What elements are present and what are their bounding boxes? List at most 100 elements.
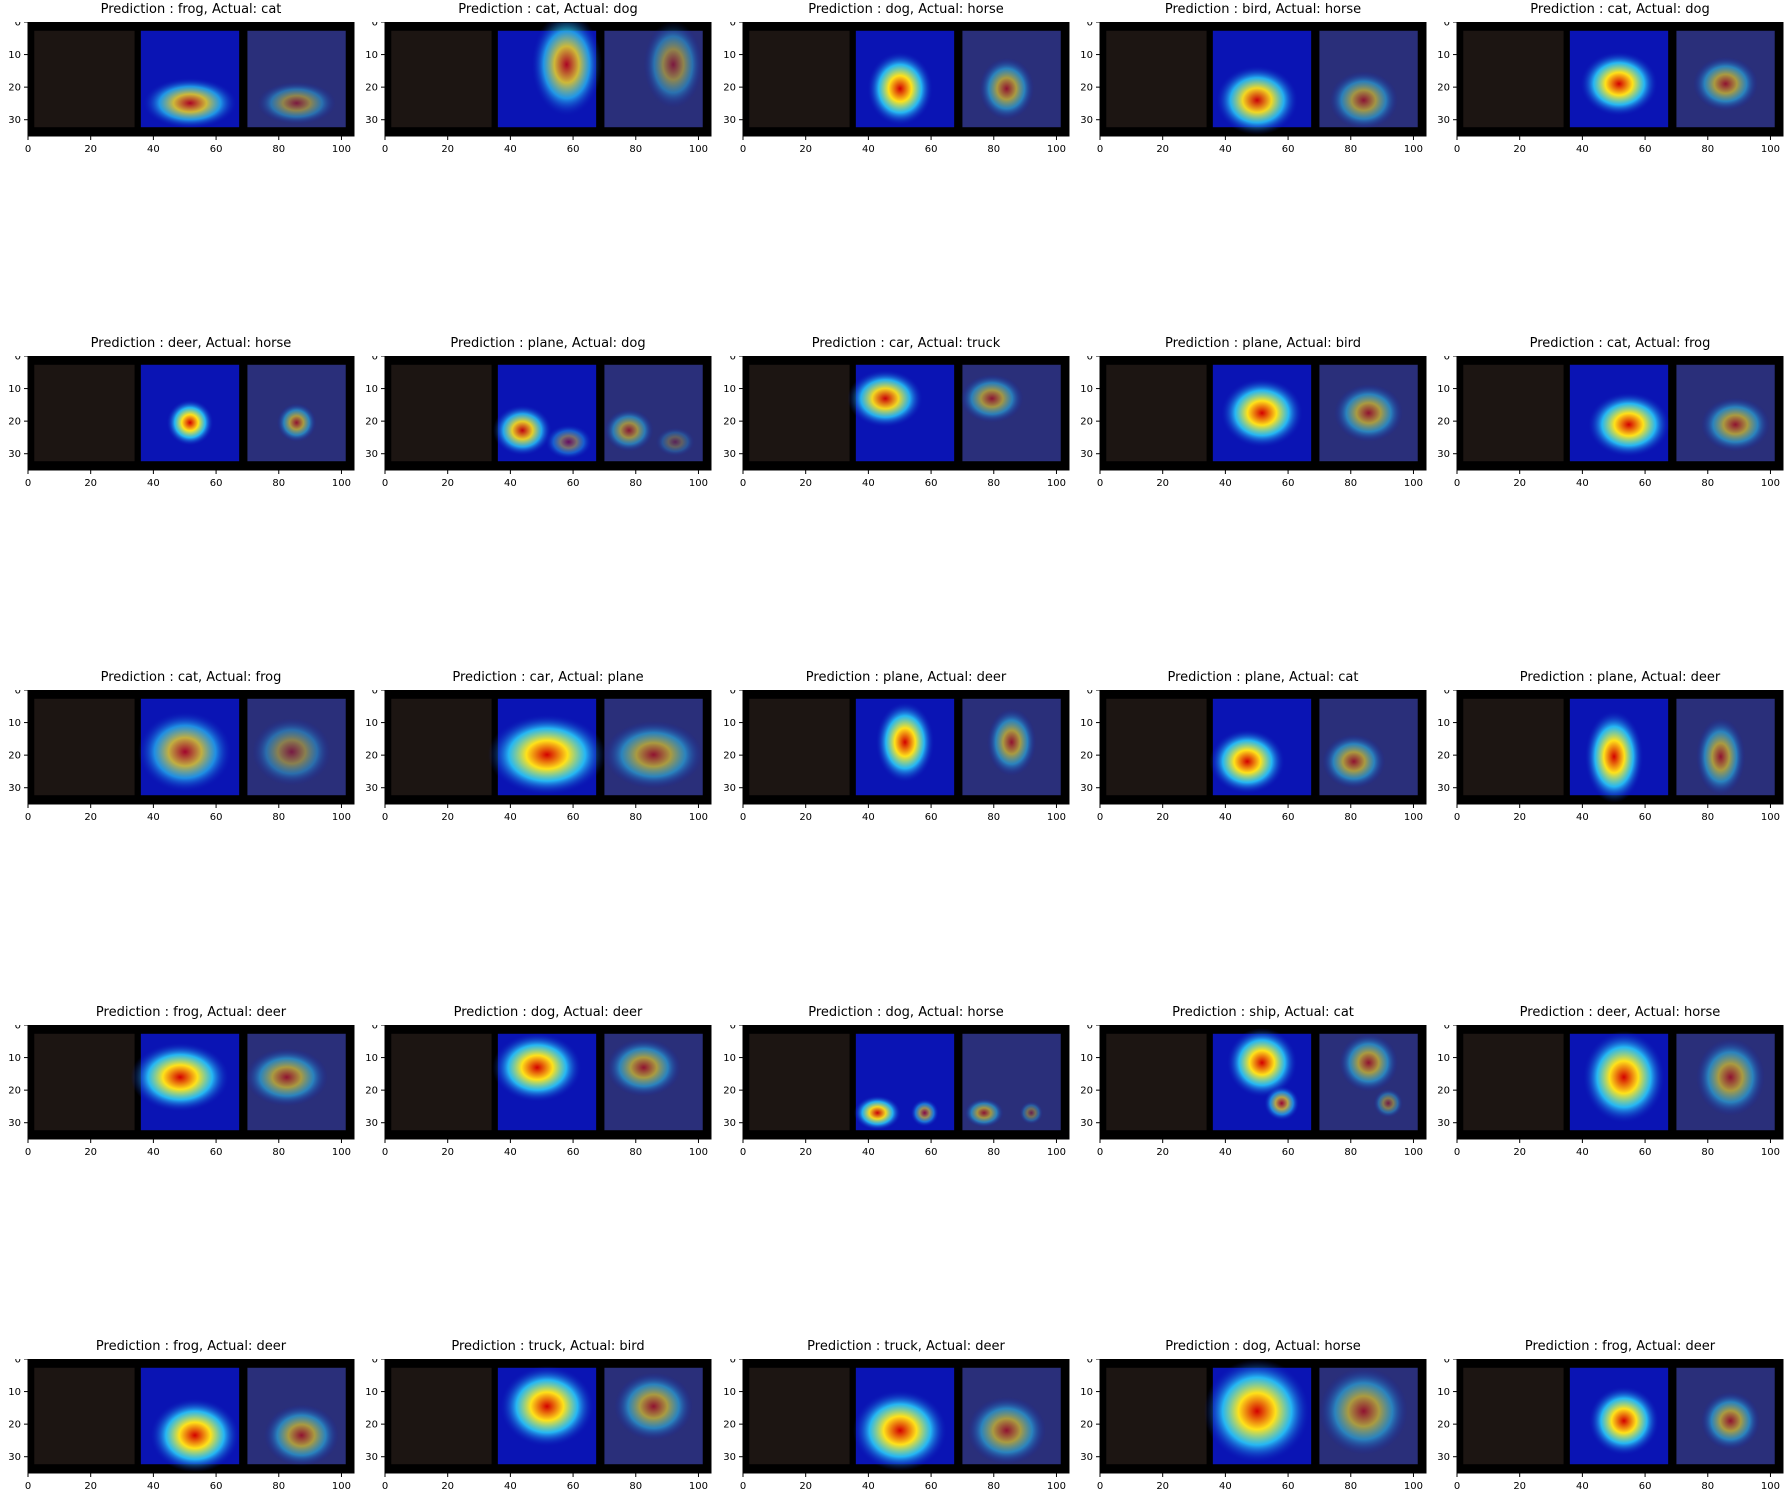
x-tick-label: 20 [84,812,97,823]
x-tick-label: 20 [799,1481,812,1492]
heat-blob [1582,1030,1666,1124]
y-tick-label: 20 [8,751,21,762]
x-tick-label: 80 [987,478,1000,489]
y-tick-label: 10 [8,1387,21,1398]
y-tick-label: 30 [723,1452,736,1463]
y-tick-label: 30 [365,1118,378,1129]
image-panel: 0 20 40 60 80 100 0 10 20 30 [365,690,712,823]
original-image [1463,30,1564,128]
original-image [749,30,850,128]
x-tick-label: 40 [1576,812,1589,823]
original-image [749,698,850,796]
y-tick-label: 10 [365,50,378,61]
original-image [34,698,135,796]
image-panel: 0 20 40 60 80 100 0 10 20 30 [365,1359,712,1492]
x-tick-label: 20 [799,144,812,155]
overlay-blob [1319,1367,1408,1455]
x-tick-label: 100 [332,144,351,155]
x-tick-label: 40 [862,1147,875,1158]
heat-blob [1584,710,1644,803]
heat-blob [492,404,552,456]
image-panel: 0 20 40 60 80 100 0 10 20 30 [1080,1359,1427,1492]
x-tick-label: 20 [441,1481,454,1492]
x-tick-label: 0 [25,144,31,155]
x-tick-label: 100 [332,478,351,489]
overlay-blob [604,409,654,452]
y-tick-label: 30 [1080,449,1093,460]
y-tick-label: 0 [372,22,378,29]
x-tick-label: 0 [382,1481,388,1492]
x-tick-label: 0 [382,478,388,489]
x-tick-label: 60 [925,478,938,489]
y-tick-label: 30 [1080,115,1093,126]
x-tick-label: 80 [629,1147,642,1158]
panel-title: Prediction : cat, Actual: dog [1530,2,1710,17]
x-tick-label: 0 [1454,812,1460,823]
x-tick-label: 80 [1344,144,1357,155]
y-tick-label: 20 [1437,751,1450,762]
y-tick-label: 30 [723,449,736,460]
x-tick-label: 60 [210,144,223,155]
overlay-blob [987,708,1037,776]
y-tick-label: 30 [1080,783,1093,794]
y-tick-label: 30 [1437,783,1450,794]
x-tick-label: 40 [504,144,517,155]
y-tick-label: 10 [1437,384,1450,395]
panel-title: Prediction : plane, Actual: cat [1167,670,1359,685]
x-tick-label: 100 [332,1147,351,1158]
y-tick-label: 0 [730,1025,736,1032]
y-tick-label: 30 [1437,449,1450,460]
x-tick-label: 20 [84,1481,97,1492]
panel-title: Prediction : truck, Actual: deer [807,1339,1005,1354]
axes-frame [742,356,1070,471]
x-tick-label: 0 [1097,1147,1103,1158]
y-tick-label: 0 [15,1359,21,1366]
original-image [1106,1367,1207,1465]
x-tick-label: 60 [210,1147,223,1158]
original-image [749,1033,850,1131]
y-tick-label: 30 [8,1118,21,1129]
y-tick-label: 10 [723,384,736,395]
x-tick-label: 100 [1404,144,1423,155]
x-tick-label: 60 [925,1147,938,1158]
x-tick-label: 40 [504,1147,517,1158]
y-tick-label: 30 [723,783,736,794]
overlay-blob [257,81,336,125]
x-tick-label: 20 [1156,1481,1169,1492]
y-tick-label: 0 [1087,22,1093,29]
x-tick-label: 20 [84,1147,97,1158]
image-panel: 0 20 40 60 80 100 0 10 20 30 [8,1025,355,1158]
heat-blob [1588,1386,1660,1456]
image-panel: 0 20 40 60 80 100 0 10 20 30 [1080,1025,1427,1158]
original-image [1106,698,1207,796]
x-tick-label: 60 [1282,812,1295,823]
x-tick-label: 60 [1639,478,1652,489]
panel-title: Prediction : ship, Actual: cat [1172,1005,1354,1020]
x-tick-label: 40 [504,812,517,823]
x-tick-label: 100 [1404,478,1423,489]
axes-frame [27,1025,355,1140]
heat-blob [531,22,603,117]
x-tick-label: 40 [1219,478,1232,489]
y-tick-label: 30 [8,783,21,794]
x-tick-label: 0 [1097,478,1103,489]
image-panel: 0 20 40 60 80 100 0 10 20 30 [8,356,355,489]
y-tick-label: 0 [1087,690,1093,697]
y-tick-label: 30 [1437,1118,1450,1129]
image-panel: 0 20 40 60 80 100 0 10 20 30 [1080,356,1427,489]
panel-title: Prediction : frog, Actual: deer [1524,1339,1716,1354]
heat-blob [1203,1359,1311,1464]
y-tick-label: 10 [365,1053,378,1064]
x-tick-label: 20 [84,478,97,489]
x-tick-label: 60 [925,144,938,155]
heat-blob [150,1398,240,1473]
axes-frame [1099,356,1427,471]
x-tick-label: 40 [862,144,875,155]
y-tick-label: 10 [1080,384,1093,395]
x-tick-label: 20 [1513,1147,1526,1158]
x-tick-label: 40 [147,1481,160,1492]
overlay-blob [604,720,703,789]
y-tick-label: 20 [1437,83,1450,94]
y-tick-label: 30 [8,449,21,460]
overlay-blob [1334,384,1403,442]
